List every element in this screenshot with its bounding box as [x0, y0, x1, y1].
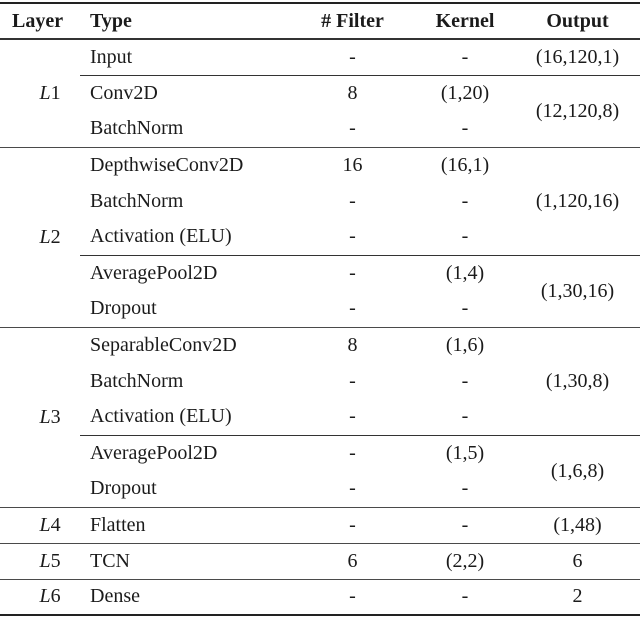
- kernel-cell: (16,1): [415, 146, 515, 183]
- kernel-cell: -: [415, 506, 515, 543]
- kernel-cell: (2,2): [415, 542, 515, 579]
- type-cell: BatchNorm: [90, 117, 184, 140]
- type-cell: TCN: [80, 542, 290, 579]
- layer-cell-l1: L1: [0, 39, 80, 147]
- layer-label-prefix: L: [39, 585, 51, 608]
- layer-label-number: 2: [50, 225, 61, 248]
- layer-label-prefix: L: [39, 81, 51, 104]
- kernel-cell: (1,20): [415, 74, 515, 111]
- output-cell: (1,120,16): [515, 146, 640, 255]
- table-row-averagepool2d: AveragePool2D - (1,5) (1,6,8): [0, 434, 640, 507]
- filter-cell: 6: [290, 542, 415, 579]
- header-output: Output: [515, 3, 640, 40]
- table-row-dense: L6 Dense - - 2: [0, 578, 640, 615]
- layer-label-number: 6: [50, 585, 61, 608]
- header-kernel: Kernel: [415, 3, 515, 40]
- type-cell: Activation (ELU): [90, 405, 232, 428]
- type-cell: Flatten: [80, 506, 290, 543]
- type-cell: Dropout: [90, 297, 157, 320]
- filter-cell: 16: [290, 146, 415, 183]
- output-cell: (1,48): [515, 506, 640, 543]
- filter-cell: -: [349, 117, 356, 140]
- output-cell: (12,120,8): [515, 74, 640, 147]
- table-row-flatten: L4 Flatten - - (1,48): [0, 506, 640, 543]
- table-row-dropout: Dropout - -: [0, 471, 640, 507]
- kernel-cell: -: [415, 578, 515, 615]
- kernel-cell: (1,5): [415, 434, 515, 471]
- layer-cell-l5: L5: [0, 542, 80, 579]
- layer-label-number: 3: [50, 405, 61, 428]
- filter-cell: -: [349, 189, 356, 212]
- table-row-separableconv2d: L3 SeparableConv2D 8 (1,6) (1,30,8): [0, 326, 640, 507]
- layer-label-number: 4: [50, 513, 61, 536]
- table-row-averagepool2d: AveragePool2D - (1,4) (1,30,16): [0, 254, 640, 327]
- type-cell: BatchNorm: [90, 369, 184, 392]
- layer-label-number: 1: [50, 81, 61, 104]
- kernel-cell: (1,6): [415, 326, 515, 363]
- layer-label-prefix: L: [39, 513, 51, 536]
- table-row-conv2d: Conv2D 8 (1,20) (12,120,8): [0, 74, 640, 147]
- filter-cell: 8: [290, 326, 415, 363]
- type-cell: Dropout: [90, 477, 157, 500]
- type-cell: AveragePool2D: [80, 254, 290, 291]
- table-row-batchnorm: BatchNorm - -: [0, 363, 640, 399]
- type-cell: Activation (ELU): [90, 225, 232, 248]
- kernel-cell: -: [461, 405, 469, 428]
- table-row-dropout: Dropout - -: [0, 291, 640, 327]
- type-cell: SeparableConv2D: [80, 326, 290, 363]
- kernel-cell: (1,4): [415, 254, 515, 291]
- layer-label-prefix: L: [39, 225, 51, 248]
- table-row-activation-elu: Activation (ELU) - -: [0, 219, 640, 255]
- output-cell: (16,120,1): [535, 45, 620, 68]
- filter-cell: -: [349, 477, 356, 500]
- filter-cell: -: [349, 225, 356, 248]
- table-row-batchnorm: BatchNorm - -: [0, 111, 640, 147]
- output-cell: (1,30,16): [515, 254, 640, 327]
- type-cell: Input: [90, 45, 133, 68]
- kernel-cell: -: [461, 117, 469, 140]
- output-cell: (1,6,8): [515, 434, 640, 507]
- type-cell: Conv2D: [80, 74, 290, 111]
- type-cell: Dense: [80, 578, 290, 615]
- output-cell: 2: [515, 578, 640, 615]
- kernel-cell: -: [461, 369, 469, 392]
- table-row-batchnorm: BatchNorm - -: [0, 183, 640, 219]
- layer-cell-l4: L4: [0, 506, 80, 543]
- filter-cell: -: [349, 45, 356, 68]
- kernel-cell: -: [461, 477, 469, 500]
- kernel-cell: -: [461, 297, 469, 320]
- filter-cell: -: [290, 578, 415, 615]
- layer-cell-l2: L2: [0, 146, 80, 327]
- layer-cell-l6: L6: [0, 578, 80, 615]
- filter-cell: -: [290, 434, 415, 471]
- layer-label-prefix: L: [39, 405, 51, 428]
- type-cell: AveragePool2D: [80, 434, 290, 471]
- layer-cell-l3: L3: [0, 326, 80, 507]
- type-cell: BatchNorm: [90, 189, 184, 212]
- filter-cell: -: [290, 506, 415, 543]
- kernel-cell: -: [461, 225, 469, 248]
- kernel-cell: -: [461, 189, 469, 212]
- header-type: Type: [80, 3, 290, 40]
- header-filter: # Filter: [290, 3, 415, 40]
- type-cell: DepthwiseConv2D: [80, 146, 290, 183]
- table-row-tcn: L5 TCN 6 (2,2) 6: [0, 542, 640, 579]
- kernel-cell: -: [461, 45, 469, 68]
- output-cell: (1,30,8): [515, 326, 640, 435]
- filter-cell: -: [290, 254, 415, 291]
- layer-label-prefix: L: [39, 549, 51, 572]
- filter-cell: -: [349, 369, 356, 392]
- header-layer: Layer: [0, 3, 80, 40]
- header-row: Layer Type # Filter Kernel Output: [0, 3, 640, 40]
- filter-cell: -: [349, 297, 356, 320]
- output-cell: 6: [515, 542, 640, 579]
- table-row-depthwiseconv2d: L2 DepthwiseConv2D 16 (16,1) (1,120,16): [0, 146, 640, 327]
- filter-cell: -: [349, 405, 356, 428]
- table-row-input: L1 Input - - (16,120,1): [0, 39, 640, 104]
- layer-label-number: 5: [50, 549, 61, 572]
- table-row-activation-elu: Activation (ELU) - -: [0, 399, 640, 435]
- filter-cell: 8: [290, 74, 415, 111]
